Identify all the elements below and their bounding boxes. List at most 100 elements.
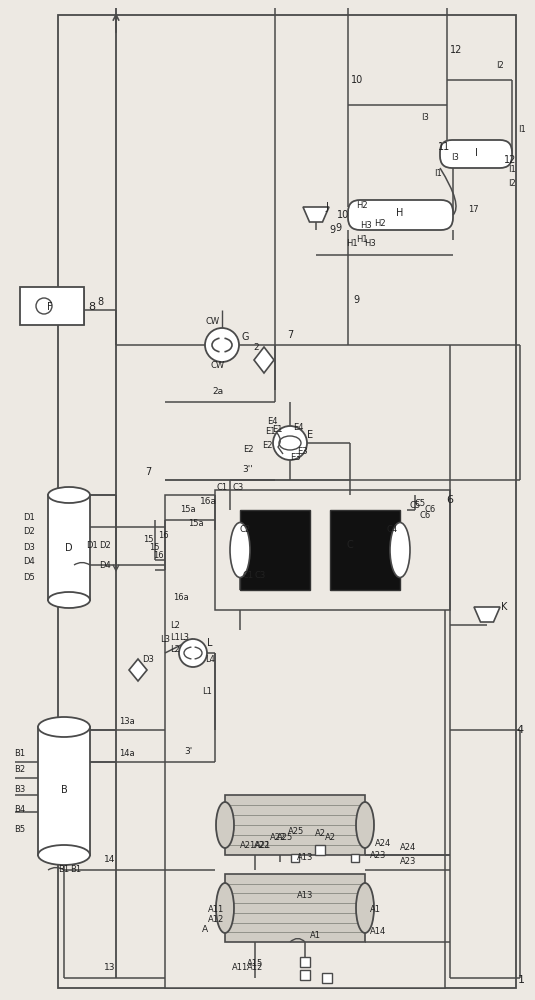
Polygon shape (254, 347, 274, 373)
Ellipse shape (216, 883, 234, 933)
Text: 9: 9 (353, 295, 359, 305)
Text: C6: C6 (424, 506, 435, 514)
Bar (225, 795, 365, 855)
Text: A: A (202, 926, 208, 934)
Polygon shape (129, 659, 147, 681)
Text: E1: E1 (265, 428, 275, 436)
Bar (58, 15, 516, 988)
Text: H3: H3 (364, 239, 376, 248)
Text: E1: E1 (272, 426, 282, 434)
Text: 13a: 13a (119, 718, 135, 726)
Text: 11: 11 (438, 142, 450, 152)
Text: I1: I1 (434, 168, 442, 178)
Text: 13: 13 (104, 964, 116, 972)
Text: A25: A25 (277, 832, 293, 842)
Text: A11: A11 (232, 964, 248, 972)
Text: 16a: 16a (173, 592, 189, 601)
Text: 14: 14 (104, 856, 116, 864)
Text: 2: 2 (253, 344, 259, 353)
Polygon shape (303, 207, 329, 222)
Text: 6: 6 (447, 495, 454, 505)
FancyBboxPatch shape (440, 140, 512, 168)
Text: D4: D4 (23, 558, 35, 566)
Text: 8: 8 (88, 302, 96, 312)
Text: I: I (475, 148, 477, 158)
Text: L1: L1 (202, 688, 212, 696)
Text: A21: A21 (255, 840, 271, 850)
Text: H3: H3 (360, 221, 372, 230)
Text: D: D (65, 543, 73, 553)
Text: B3: B3 (14, 786, 25, 794)
Text: E4: E4 (293, 424, 303, 432)
Text: A23: A23 (370, 850, 386, 859)
Ellipse shape (356, 883, 374, 933)
Bar (38, 727, 90, 855)
Text: A13: A13 (297, 852, 313, 861)
Text: L2: L2 (170, 620, 180, 630)
Bar (322, 973, 332, 983)
Text: 12: 12 (503, 155, 516, 165)
Text: E: E (307, 430, 313, 440)
Bar (215, 490, 450, 610)
Text: A23: A23 (400, 857, 416, 866)
Text: C6: C6 (419, 510, 431, 520)
Text: I2: I2 (508, 178, 516, 188)
Text: A2: A2 (325, 834, 335, 842)
FancyBboxPatch shape (348, 200, 453, 230)
Text: 9: 9 (329, 225, 335, 235)
Text: H1: H1 (346, 239, 358, 248)
Text: A21: A21 (240, 840, 256, 850)
Text: 17: 17 (468, 206, 478, 215)
Text: 15: 15 (143, 536, 153, 544)
Text: B1: B1 (14, 748, 25, 758)
Text: C1: C1 (217, 483, 227, 491)
Text: B1: B1 (58, 865, 70, 874)
Text: I1: I1 (508, 165, 516, 174)
Text: 7: 7 (287, 330, 293, 340)
Text: A1: A1 (310, 930, 320, 940)
Circle shape (205, 328, 239, 362)
Text: 16: 16 (158, 530, 169, 540)
Text: A13: A13 (297, 890, 313, 900)
Text: 3'': 3'' (243, 466, 254, 475)
Text: B1: B1 (70, 865, 81, 874)
Circle shape (179, 639, 207, 667)
Text: 3': 3' (184, 748, 192, 756)
Text: A22: A22 (254, 840, 270, 850)
Text: A1: A1 (370, 906, 381, 914)
Bar (20, 287, 84, 325)
Text: C1: C1 (242, 570, 254, 580)
Text: 4: 4 (516, 725, 524, 735)
Text: 10: 10 (351, 75, 363, 85)
Text: L: L (207, 638, 213, 648)
Text: CW: CW (206, 318, 220, 326)
Text: C: C (347, 540, 354, 550)
Text: 9: 9 (335, 223, 341, 233)
Text: CW: CW (211, 361, 225, 370)
Text: L3: L3 (179, 633, 189, 642)
Text: 2a: 2a (212, 387, 224, 396)
Bar (291, 854, 299, 862)
Text: 14a: 14a (119, 748, 135, 758)
Text: 12: 12 (450, 45, 462, 55)
Text: H2: H2 (356, 202, 368, 211)
Text: A25: A25 (288, 828, 304, 836)
Text: H: H (396, 208, 404, 218)
Text: D1: D1 (86, 540, 98, 550)
Text: E2: E2 (243, 446, 253, 454)
Text: 15a: 15a (188, 518, 204, 528)
Ellipse shape (230, 522, 250, 578)
Text: 16: 16 (152, 550, 163, 560)
Ellipse shape (390, 522, 410, 578)
Text: D5: D5 (23, 572, 35, 582)
Text: B: B (60, 785, 67, 795)
Text: E3: E3 (289, 454, 300, 462)
Bar (165, 495, 445, 988)
Bar (300, 957, 310, 967)
Text: C4: C4 (386, 526, 398, 534)
Text: G: G (241, 332, 249, 342)
Text: 15a: 15a (180, 506, 196, 514)
Text: I3: I3 (451, 153, 459, 162)
Text: A12: A12 (247, 964, 263, 972)
Text: D2: D2 (99, 540, 111, 550)
